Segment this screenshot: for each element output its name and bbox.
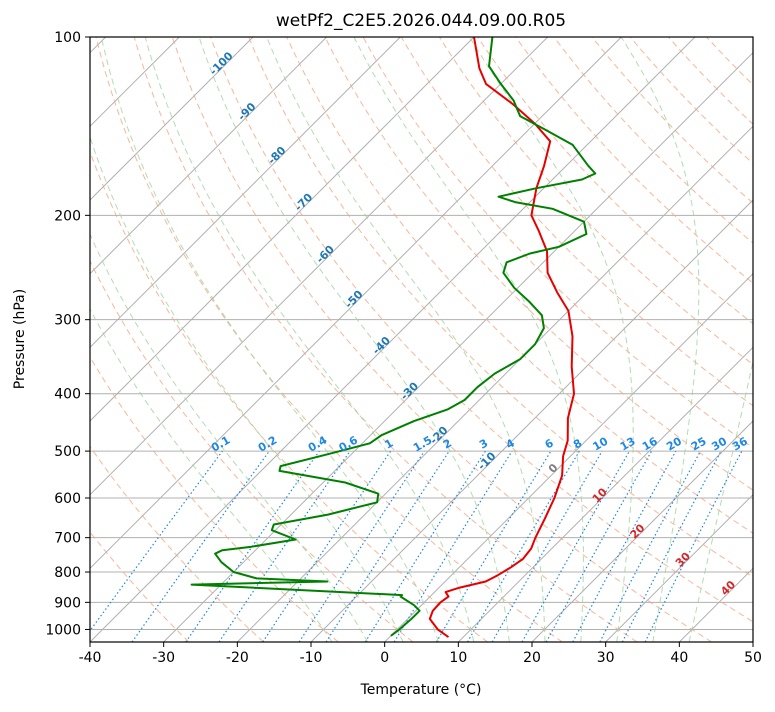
isotherm-line [0,37,253,642]
moist-adiabat-line [689,37,775,642]
mixing-ratio-line [573,451,676,642]
dry-adiabat-line [554,37,775,642]
y-tick-label: 100 [54,30,81,46]
x-tick-label: 30 [597,650,615,666]
wet-bulb-label: 10 [590,485,610,505]
isotherm-label: -100 [207,49,236,78]
mixing-ratio-line [82,451,223,642]
dewpoint-line [192,37,596,636]
y-tick-label: 900 [54,595,81,611]
mixing-ratio-label: 4 [504,436,517,451]
isotherm-line [0,37,474,642]
y-axis-label: Pressure (hPa) [12,289,28,389]
wet-bulb-label: 30 [673,549,693,569]
x-tick-label: 50 [744,650,762,666]
moist-adiabat-line [470,37,634,642]
y-tick-label: 600 [54,491,81,507]
isotherm-line [679,37,775,642]
isotherm-line [458,37,775,642]
y-tick-label: 700 [54,531,81,547]
isotherm-line [0,37,400,642]
x-tick-label: -40 [79,650,102,666]
isotherm-label: -90 [235,100,258,123]
isotherm-label: -70 [292,190,315,213]
x-tick-label: -20 [226,650,249,666]
moist-adiabat-line [69,62,403,643]
x-tick-label: -30 [152,650,175,666]
mixing-ratio-label: 6 [543,436,556,451]
mixing-ratio-line [546,451,651,642]
isotherm-line [237,37,775,642]
isotherm-line [532,37,775,642]
mixing-ratio-line [326,451,449,642]
profile-lines [192,37,596,637]
mixing-ratio-line [365,451,485,642]
x-tick-label: 0 [380,650,389,666]
isotherm-line [385,37,775,642]
dry-adiabat-line [0,37,264,642]
dry-adiabat-line [0,37,338,642]
x-tick-label: 20 [523,650,541,666]
isotherm-label: -60 [314,242,337,265]
y-tick-label: 300 [54,313,81,329]
y-tick-label: 800 [54,565,81,581]
x-tick-label: 10 [449,650,467,666]
isotherm-label: -50 [342,288,365,311]
isotherm-line [90,37,695,642]
y-tick-label: 1000 [45,622,81,638]
dry-adiabat-line [707,37,775,642]
y-tick-label: 400 [54,387,81,403]
isotherm-line [164,37,769,642]
isotherm-label: -80 [265,144,288,167]
mixing-ratio-line [299,451,424,642]
wet-bulb-label: 40 [718,578,738,598]
x-tick-label: 40 [670,650,688,666]
moist-adiabats [16,37,775,642]
x-tick-label: -10 [300,650,323,666]
isotherm-label: -40 [370,334,393,357]
mixing-ratio-line [436,451,551,642]
x-axis-label: Temperature (°C) [360,682,482,698]
mixing-ratio-line [600,451,701,642]
dry-adiabat-line [516,37,775,642]
dry-adiabat-line [0,37,189,642]
wet-bulb-label: 20 [628,521,648,541]
dry-adiabat-line [58,37,488,642]
isotherm-line [0,37,327,642]
y-tick-label: 500 [54,444,81,460]
dry-adiabat-line [20,37,413,642]
y-tick-label: 200 [54,208,81,224]
isotherm-line [16,37,621,642]
isotherm-line [753,37,775,642]
mixing-ratio-lines [82,451,742,642]
chart-title: wetPf2_C2E5.2026.044.09.00.R05 [276,11,566,31]
isotherm-label: -10 [475,449,498,472]
